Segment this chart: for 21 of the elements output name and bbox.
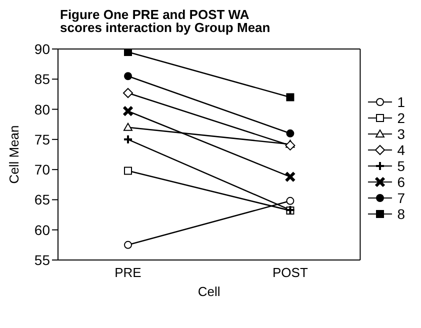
legend-label: 5 (397, 158, 405, 174)
y-tick-label: 55 (34, 252, 50, 268)
legend-label: 4 (397, 142, 405, 158)
chart-title: Figure One PRE and POST WA scores interaction by Group Mean (60, 7, 272, 35)
x-tick-label: PRE (114, 265, 142, 280)
y-tick-label: 70 (34, 162, 50, 178)
legend-label: 3 (397, 126, 405, 142)
y-tick-label: 90 (34, 40, 50, 57)
legend-label: 1 (397, 94, 405, 110)
y-tick-label: 75 (34, 131, 50, 148)
legend-label: 7 (397, 190, 405, 206)
x-tick-label: POST (272, 265, 308, 280)
y-axis-title: Cell Mean (6, 125, 22, 184)
legend-label: 8 (397, 206, 405, 222)
y-tick-label: 80 (34, 101, 50, 118)
legend-label: 2 (397, 110, 405, 126)
legend-label: 6 (397, 174, 405, 190)
x-axis-title: Cell (198, 284, 220, 299)
y-tick-label: 85 (34, 71, 50, 88)
y-tick-label: 60 (34, 222, 50, 238)
y-tick-label: 65 (34, 192, 50, 208)
